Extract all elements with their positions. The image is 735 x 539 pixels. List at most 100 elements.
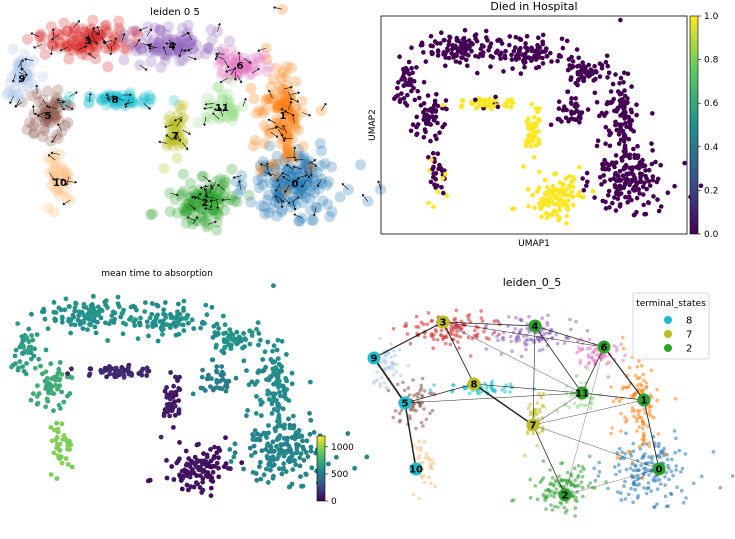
- cell-point: [582, 467, 586, 472]
- cell-point: [644, 381, 649, 385]
- cell-point: [646, 481, 651, 485]
- cell-point: [406, 363, 411, 368]
- cell-point: [171, 477, 177, 482]
- cell-point: [536, 117, 541, 122]
- cell-point: [200, 487, 206, 493]
- cell-point: [271, 158, 283, 170]
- cell-point: [279, 89, 291, 101]
- legend-marker: [664, 344, 672, 352]
- cell-point: [66, 36, 78, 48]
- cell-point: [294, 185, 305, 197]
- cell-point: [236, 62, 248, 74]
- velocity-arrow-head: [195, 216, 198, 220]
- colorbar-tick-label: 0.6: [704, 99, 719, 109]
- cell-point: [214, 173, 226, 185]
- cell-point: [287, 170, 299, 182]
- cell-point: [42, 107, 53, 119]
- cell-point: [68, 26, 79, 38]
- cell-point: [255, 165, 267, 177]
- cell-point: [417, 439, 421, 444]
- cell-point: [539, 395, 544, 400]
- cell-point: [184, 38, 196, 50]
- cell-point: [632, 212, 637, 217]
- cell-point: [88, 322, 93, 328]
- cell-point: [286, 416, 291, 422]
- cell-point: [105, 338, 111, 343]
- velocity-arrow: [294, 166, 302, 170]
- cell-point: [34, 28, 46, 40]
- cell-point: [108, 42, 120, 54]
- cell-point: [220, 111, 232, 123]
- cell-point: [646, 486, 651, 490]
- velocity-arrow-head: [221, 198, 224, 202]
- cell-point: [526, 135, 532, 140]
- velocity-arrow: [304, 170, 309, 177]
- cell-point: [639, 172, 645, 177]
- cell-point: [509, 339, 513, 344]
- cell-point: [579, 402, 583, 407]
- cell-point: [495, 334, 499, 339]
- cell-point: [85, 313, 91, 319]
- cell-point: [575, 405, 580, 409]
- cell-point: [605, 75, 610, 80]
- cell-point: [620, 396, 624, 401]
- cell-point: [579, 381, 583, 385]
- cell-point: [438, 41, 443, 46]
- cell-point: [549, 59, 554, 64]
- cell-point: [174, 118, 186, 130]
- cell-point: [161, 413, 167, 419]
- cell-point: [268, 89, 280, 101]
- velocity-arrow: [290, 92, 298, 95]
- cell-point: [215, 56, 227, 67]
- velocity-arrow-head: [92, 26, 96, 30]
- velocity-arrow-head: [283, 136, 286, 140]
- cell-point: [580, 347, 585, 352]
- cell-point: [181, 328, 187, 333]
- velocity-arrow-head: [293, 155, 297, 159]
- cell-point: [119, 365, 125, 370]
- cell-point: [253, 182, 265, 194]
- cell-point: [216, 474, 222, 480]
- cell-point: [580, 485, 585, 490]
- panel-b-ylabel: UMAP2: [368, 109, 378, 141]
- cell-point: [537, 339, 542, 344]
- cell-point: [484, 347, 489, 351]
- cell-point: [466, 53, 471, 58]
- cell-point: [289, 381, 295, 387]
- cell-point: [195, 210, 207, 222]
- cell-point: [230, 57, 242, 69]
- cell-point: [125, 96, 137, 108]
- cell-point: [260, 95, 272, 107]
- cell-point: [623, 353, 627, 358]
- cell-point: [538, 203, 543, 208]
- cell-point: [603, 141, 608, 146]
- velocity-arrow-head: [281, 172, 285, 175]
- cell-point: [264, 140, 275, 152]
- cell-point: [12, 74, 24, 86]
- cell-point: [99, 42, 111, 54]
- cell-point: [211, 188, 223, 200]
- cell-point: [99, 20, 111, 32]
- cell-point: [452, 318, 456, 322]
- cell-point: [269, 163, 281, 175]
- cell-point: [395, 362, 399, 367]
- cell-point: [569, 189, 575, 195]
- cell-point: [669, 469, 674, 474]
- cell-point: [290, 178, 302, 190]
- cell-point: [410, 70, 415, 76]
- velocity-arrow-head: [276, 178, 280, 182]
- cell-point: [214, 460, 220, 466]
- cell-point: [283, 148, 294, 159]
- cell-point: [433, 484, 437, 489]
- velocity-arrow: [206, 208, 214, 211]
- velocity-arrow-head: [205, 195, 209, 199]
- cell-point: [532, 130, 538, 135]
- cell-point: [498, 56, 503, 61]
- cell-point: [74, 42, 86, 53]
- cell-point: [121, 375, 127, 380]
- cell-point: [290, 177, 302, 189]
- cell-point: [35, 383, 40, 389]
- cell-point: [537, 106, 542, 111]
- cell-point: [177, 168, 189, 180]
- velocity-arrow-head: [190, 195, 194, 199]
